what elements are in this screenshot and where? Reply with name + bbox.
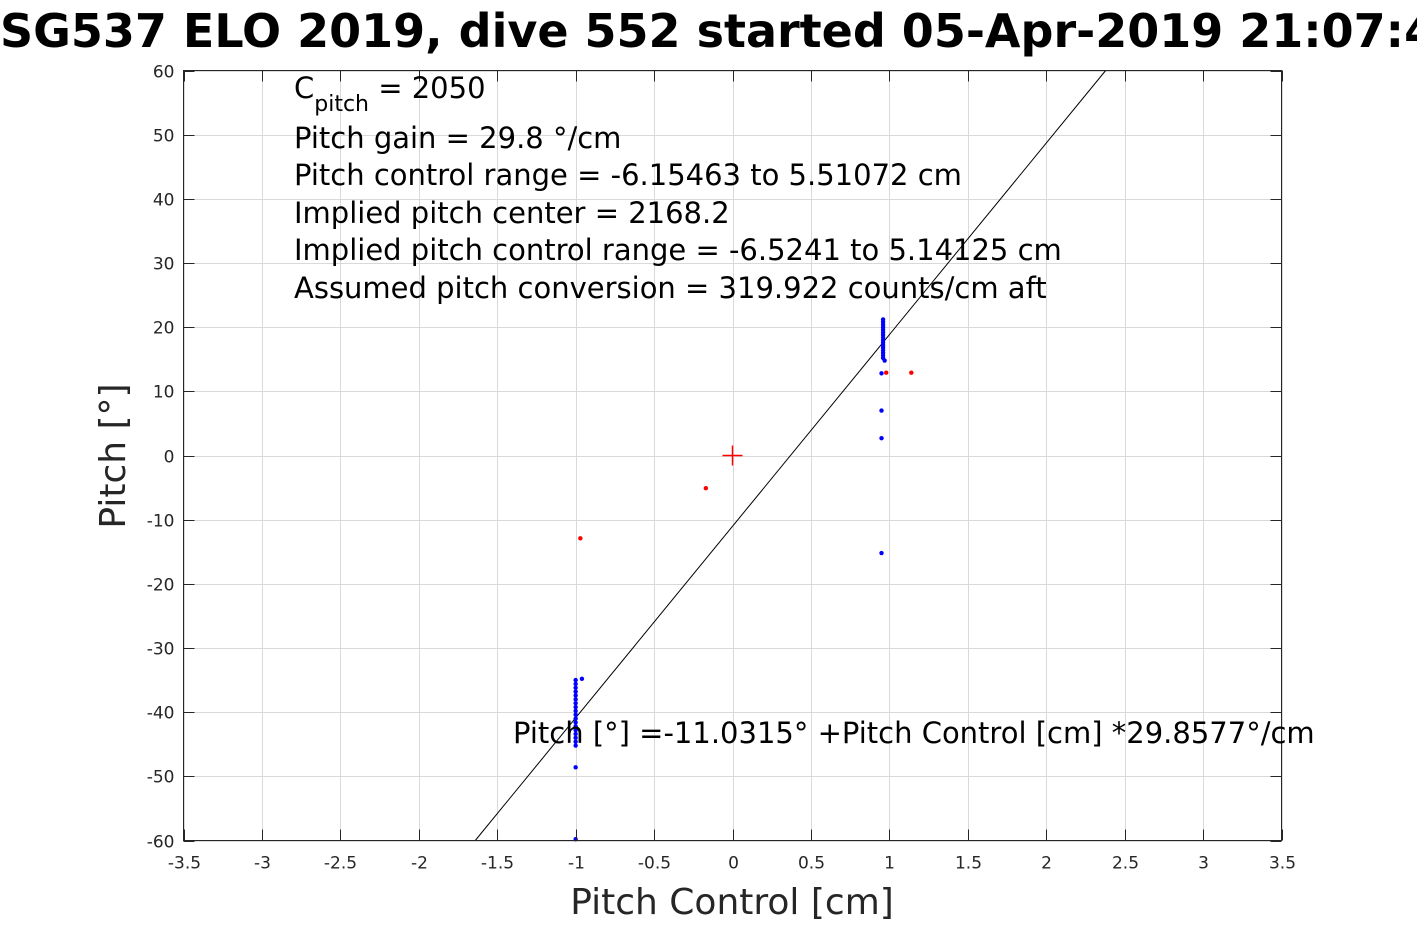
x-tick-labels: -3.5 -3 -2.5 -2 -1.5 -1 -0.5 0 0.5 1 1.5 2 2.5 3 3.5 [168, 854, 1296, 874]
assumed-pitch-conversion-annotation: Assumed pitch conversion = 319.922 count… [294, 271, 1047, 305]
data-point [573, 743, 578, 748]
cpitch-annotation: Cpitch = 2050 [294, 71, 486, 117]
data-point [573, 724, 578, 729]
data-point [573, 731, 578, 737]
fit-line-layer [474, 70, 1107, 841]
data-point [573, 727, 578, 733]
pitch-control-range-annotation: Pitch control range = -6.15463 to 5.5107… [294, 158, 962, 192]
data-point [573, 689, 578, 694]
x-tick-label: 3.5 [1269, 854, 1296, 874]
implied-pitch-center-annotation: Implied pitch center = 2168.2 [294, 196, 730, 230]
pitch-gain-annotation: Pitch gain = 29.8 °/cm [294, 121, 621, 155]
y-tick-label: 20 [153, 319, 175, 339]
chart-title: SG537 ELO 2019, dive 552 started 05-Apr-… [0, 4, 1417, 58]
x-tick-label: -3.5 [168, 854, 201, 874]
x-tick-label: -2 [411, 854, 428, 874]
parameter-annotations: Cpitch = 2050 Pitch gain = 29.8 °/cm Pit… [294, 71, 1062, 305]
x-tick-label: -1 [568, 854, 585, 874]
x-axis-label: Pitch Control [cm] [570, 882, 894, 923]
data-point [573, 681, 578, 687]
data-point [573, 720, 578, 725]
data-point [578, 536, 583, 541]
x-tick-label: -0.5 [638, 854, 671, 874]
x-tick-label: 3 [1198, 854, 1209, 874]
fit-equation-label: Pitch [°] =-11.0315° +Pitch Control [cm]… [513, 716, 1315, 750]
data-point [879, 371, 884, 376]
grid [183, 70, 1283, 842]
data-points [573, 317, 914, 842]
cpitch-symbol: C [294, 71, 314, 105]
data-point [579, 676, 585, 681]
data-point [573, 712, 578, 717]
y-tick-label: -20 [147, 576, 175, 596]
y-tick-label: 30 [153, 255, 175, 275]
y-tick-label: -30 [147, 640, 175, 660]
data-point [879, 550, 884, 556]
data-point [573, 685, 578, 690]
y-tick-label: 60 [153, 63, 175, 83]
x-tick-label: 0.5 [798, 854, 825, 874]
cpitch-subscript: pitch [314, 92, 369, 117]
y-tick-label: -60 [147, 833, 175, 853]
data-point [573, 693, 578, 698]
data-point [703, 486, 709, 491]
y-tick-label: 40 [153, 191, 175, 211]
data-point [882, 358, 887, 363]
data-point [573, 704, 578, 710]
data-point [884, 370, 889, 375]
y-axis-label: Pitch [°] [93, 383, 134, 528]
data-point [573, 697, 578, 702]
plot-area-frame [183, 70, 1282, 841]
cpitch-value: = 2050 [369, 71, 486, 105]
data-point [909, 370, 914, 375]
x-tick-label: -1.5 [481, 854, 514, 874]
fit-line [474, 70, 1107, 841]
implied-pitch-control-range-annotation: Implied pitch control range = -6.5241 to… [294, 233, 1062, 267]
data-point [573, 708, 578, 714]
x-tick-label: 1 [884, 854, 895, 874]
x-tick-label: 2.5 [1112, 854, 1139, 874]
y-tick-label: -10 [147, 512, 175, 532]
data-point [573, 716, 578, 721]
data-point [879, 435, 884, 441]
data-point [879, 408, 884, 413]
y-tick-label: 0 [164, 448, 175, 468]
data-point [573, 739, 578, 744]
data-point [573, 765, 578, 770]
data-point [573, 735, 578, 741]
y-tick-label: 10 [153, 383, 175, 403]
y-tick-label: -40 [147, 704, 175, 724]
x-tick-label: -3 [254, 854, 271, 874]
y-tick-label: -50 [147, 768, 175, 788]
data-point [573, 677, 578, 683]
y-tick-label: 50 [153, 127, 175, 147]
x-tick-label: -2.5 [324, 854, 357, 874]
y-tick-labels: 60 50 40 30 20 10 0 -10 -20 -30 -40 -50 -60 [147, 63, 175, 853]
center-marker-layer [722, 445, 743, 466]
x-tick-label: 1.5 [955, 854, 982, 874]
x-tick-label: 0 [728, 854, 739, 874]
x-tick-label: 2 [1041, 854, 1052, 874]
data-point [573, 700, 578, 706]
axis-ticks [183, 70, 1283, 842]
